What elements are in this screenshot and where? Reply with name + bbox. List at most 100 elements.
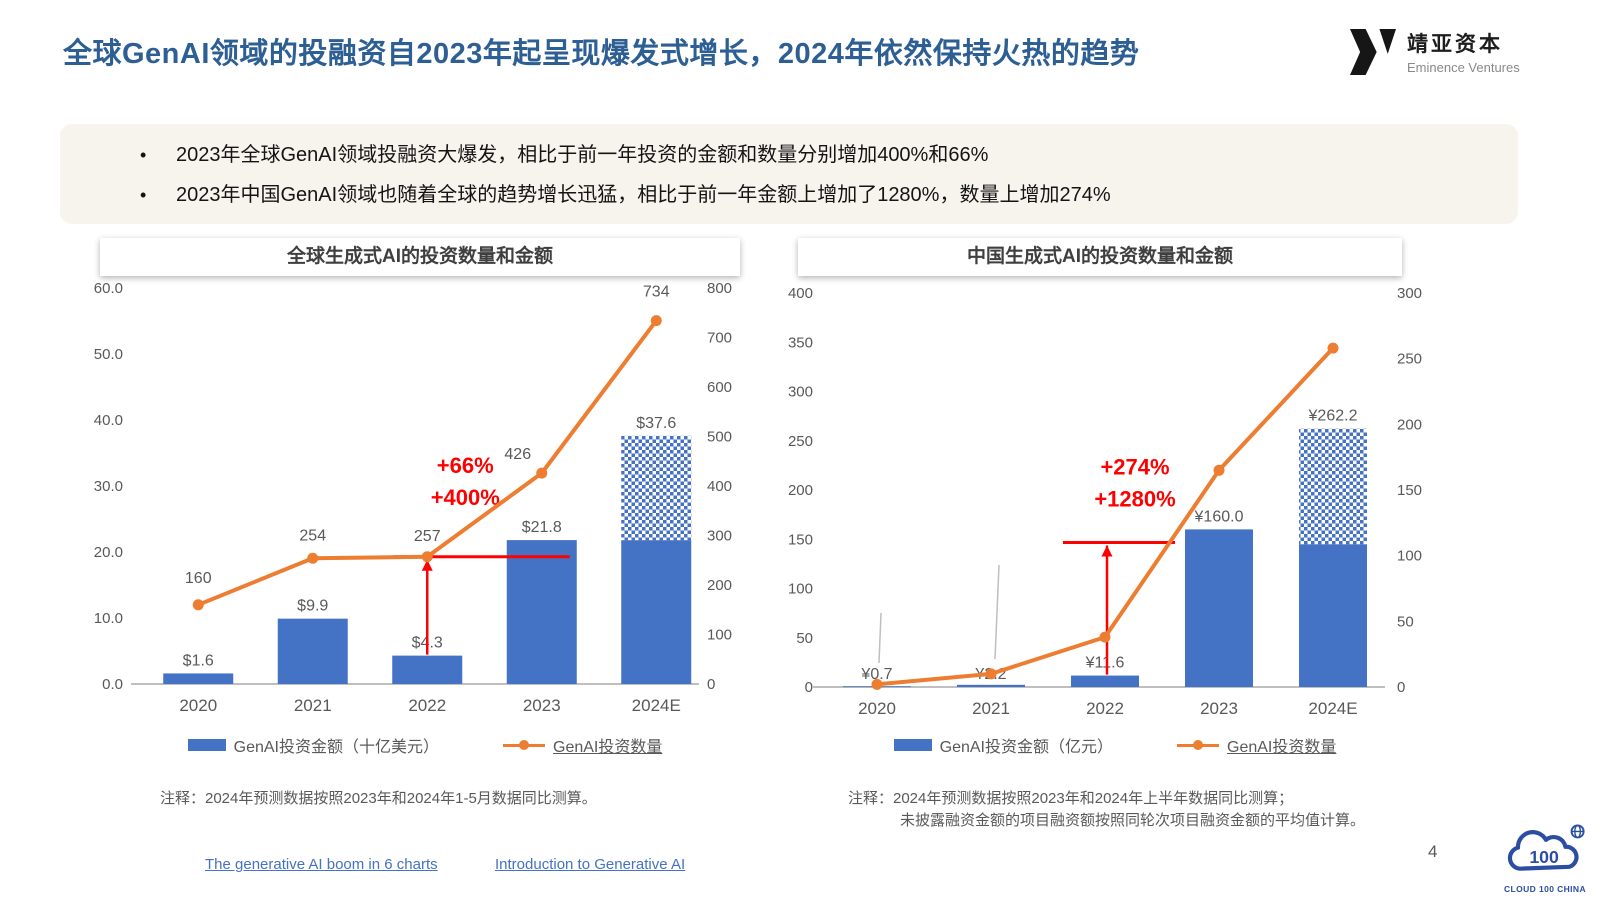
right-axis-tick: 300 [1397, 285, 1422, 302]
bar-label: ¥11.6 [1085, 655, 1125, 672]
right-axis-tick: 150 [1397, 482, 1422, 499]
bar-label: $9.9 [297, 598, 328, 615]
summary-bullet: 2023年中国GenAI领域也随着全球的趋势增长迅猛，相比于前一年金额上增加了1… [140, 175, 1488, 215]
line-point-2023 [1213, 464, 1225, 476]
line-point-2020 [871, 678, 883, 690]
right-axis-tick: 100 [707, 627, 732, 644]
legend-label: GenAI投资数量 [1227, 739, 1337, 756]
x-axis-label: 2020 [179, 696, 217, 715]
left-axis-tick: 300 [788, 384, 813, 401]
right-axis-tick: 600 [707, 379, 732, 396]
chart-title-global: 全球生成式AI的投资数量和金额 [100, 238, 740, 276]
bar-label: $37.6 [636, 415, 676, 432]
bar-label: ¥160.0 [1194, 508, 1244, 525]
x-axis-label: 2022 [408, 696, 446, 715]
right-axis-tick: 0 [1397, 679, 1405, 696]
annotation-text: +1280% [1094, 487, 1175, 512]
line-label: 254 [299, 527, 326, 544]
left-axis-tick: 0.0 [102, 676, 123, 693]
right-axis-tick: 400 [707, 478, 732, 495]
x-axis-label: 2023 [1200, 699, 1238, 718]
summary-list: 2023年全球GenAI领域投融资大爆发，相比于前一年投资的金额和数量分别增加4… [140, 135, 1488, 215]
left-axis-tick: 400 [788, 285, 813, 302]
chart-note-china: 注释：2024年预测数据按照2023年和2024年上半年数据同比测算； 未披露融资… [848, 788, 1365, 832]
page-title: 全球GenAI领域的投融资自2023年起呈现爆发式增长，2024年依然保持火热的… [63, 38, 1140, 70]
left-axis-tick: 50 [796, 630, 813, 647]
line-label: 257 [414, 528, 441, 545]
right-axis-tick: 50 [1397, 613, 1414, 630]
line-point-2022 [421, 551, 433, 563]
brand-subtitle: Eminence Ventures [1407, 60, 1520, 75]
legend-label: GenAI投资金额（十亿美元） [233, 739, 439, 756]
link-intro-genai[interactable]: Introduction to Generative AI [495, 856, 686, 873]
x-axis-label: 2024E [1308, 699, 1357, 718]
brand-logo: 靖亚资本 Eminence Ventures [1350, 28, 1520, 75]
left-axis-tick: 200 [788, 482, 813, 499]
line-label: 734 [643, 284, 670, 301]
line-label: 426 [504, 446, 531, 463]
note-line: 注释：2024年预测数据按照2023年和2024年上半年数据同比测算； [848, 790, 1294, 807]
annotation-text: +274% [1100, 455, 1169, 480]
left-axis-tick: 250 [788, 433, 813, 450]
left-axis-tick: 20.0 [94, 544, 123, 561]
annotation-arrow-head [421, 559, 433, 571]
right-axis-tick: 500 [707, 429, 732, 446]
bar-forecast-2024E [621, 435, 692, 541]
bar-label: ¥0.7 [860, 666, 892, 683]
legend-line-swatch [503, 739, 545, 751]
left-axis-tick: 350 [788, 334, 813, 351]
link-genai-boom[interactable]: The generative AI boom in 6 charts [205, 856, 438, 873]
label-leader-line [994, 564, 1000, 660]
summary-bullet: 2023年全球GenAI领域投融资大爆发，相比于前一年投资的金额和数量分别增加4… [140, 135, 1488, 175]
label-leader-line [878, 612, 882, 664]
chart-plot-global: 0.0 10.0 20.0 30.0 40.0 50.0 60.0 0 100 200 300 400… [94, 280, 732, 715]
cloud-100-logo: 100 CLOUD 100 CHINA [1502, 824, 1588, 894]
line-point-2023 [536, 467, 548, 479]
right-axis-tick: 700 [707, 330, 732, 347]
bar-2023 [506, 540, 577, 684]
left-axis-tick: 50.0 [94, 346, 123, 363]
right-axis-tick: 250 [1397, 351, 1422, 368]
bar-label: ¥262.2 [1308, 408, 1358, 425]
legend-bar-swatch [187, 739, 226, 751]
x-axis-label: 2024E [632, 696, 681, 715]
chart-note-global: 注释：2024年预测数据按照2023年和2024年1-5月数据同比测算。 [160, 788, 597, 810]
left-axis-tick: 40.0 [94, 412, 123, 429]
annotation-text: +400% [431, 485, 500, 510]
bar-2022 [392, 655, 463, 684]
legend-label: GenAI投资金额（亿元） [939, 739, 1113, 756]
bar-2021 [277, 618, 348, 684]
legend-line-swatch [1177, 739, 1219, 751]
note-line: 未披露融资金额的项目融资额按照同轮次项目融资金额的平均值计算。 [900, 812, 1366, 829]
annotation-text: +66% [437, 453, 494, 478]
left-axis-tick: 60.0 [94, 280, 123, 297]
right-axis-tick: 300 [707, 528, 732, 545]
left-axis-tick: 150 [788, 531, 813, 548]
chart-legend-global: GenAI投资金额（十亿美元） GenAI投资数量 [75, 733, 775, 757]
legend-item-count: GenAI投资数量 [503, 733, 662, 757]
left-axis-tick: 0 [805, 679, 813, 696]
cloud-icon: 100 [1507, 824, 1585, 871]
x-axis-label: 2021 [294, 696, 332, 715]
right-axis-tick: 200 [707, 577, 732, 594]
line-point-2022 [1099, 631, 1111, 643]
bar-2021 [957, 684, 1025, 687]
chart-title-china: 中国生成式AI的投资数量和金额 [798, 238, 1402, 276]
annotation-arrow-head [1101, 545, 1113, 557]
right-axis-tick: 0 [707, 676, 715, 693]
line-point-2024E [650, 315, 662, 327]
line-point-2021 [307, 552, 319, 564]
bar-forecast-2024E [1299, 428, 1367, 545]
bar-label: $21.8 [522, 519, 562, 536]
note-line: 注释：2024年预测数据按照2023年和2024年1-5月数据同比测算。 [160, 790, 597, 807]
legend-item-count: GenAI投资数量 [1177, 733, 1336, 757]
cloud-number: 100 [1529, 847, 1559, 867]
brand-mark-icon [1350, 28, 1396, 75]
x-axis-label: 2023 [523, 696, 561, 715]
left-axis-tick: 30.0 [94, 478, 123, 495]
bar-label: $1.6 [183, 652, 214, 669]
x-axis-label: 2021 [972, 699, 1010, 718]
legend-item-amount: GenAI投资金额（亿元） [893, 733, 1113, 757]
line-label: 160 [185, 570, 212, 587]
